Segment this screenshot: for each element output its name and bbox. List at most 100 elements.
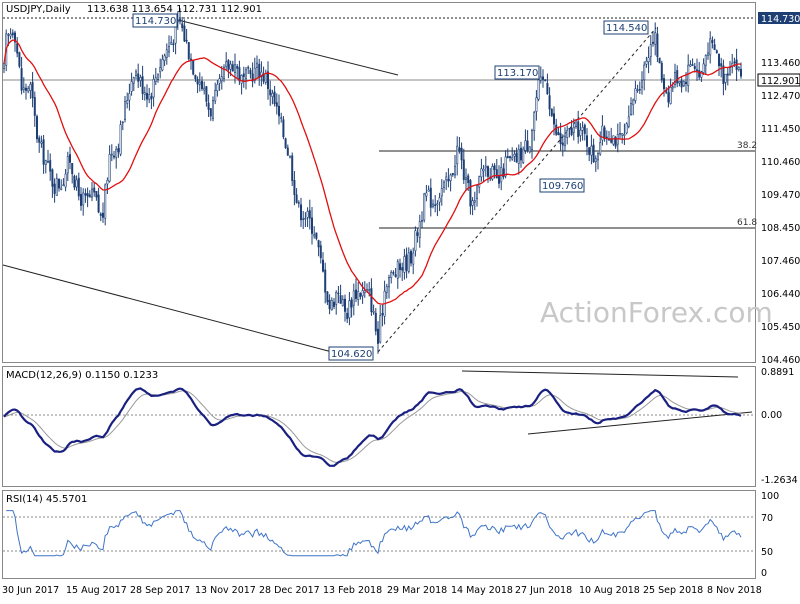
candle-body [104, 184, 107, 219]
candle-body [321, 259, 324, 272]
candle-body [467, 175, 470, 184]
symbol-label: USDJPY,Daily [6, 4, 71, 15]
candle-body [513, 153, 516, 157]
macd-upper-trendline [461, 370, 739, 378]
candle-body [161, 59, 164, 71]
candle-body [354, 289, 357, 299]
candle-body [524, 140, 527, 151]
candle-body [135, 71, 138, 76]
candle-body [291, 155, 294, 181]
candle-body [315, 232, 318, 239]
rsi-axis: 100 70 50 30 0 [761, 491, 779, 579]
candle-body [93, 187, 96, 193]
candle-body [31, 81, 34, 99]
candle-body [16, 43, 19, 54]
annotation-109760: 109.760 [539, 178, 585, 193]
candle-body [409, 250, 412, 264]
candle-body [163, 55, 166, 61]
date-label: 29 Mar 2018 [387, 585, 447, 596]
candle-body [115, 149, 118, 158]
candle-body [73, 175, 76, 188]
rsi-label: 0 [761, 568, 767, 579]
candle-body [183, 25, 186, 42]
candle-body [737, 66, 740, 70]
annotation-text: 104.620 [331, 349, 372, 360]
candle-body [282, 119, 285, 138]
annotation-box [132, 13, 178, 28]
candle-body [592, 144, 595, 163]
candle-body [64, 173, 67, 188]
candle-body [313, 234, 316, 237]
top-level-price-label: 114.730 [761, 14, 800, 25]
price-label: 108.450 [761, 223, 800, 234]
candle-body [583, 124, 586, 134]
candle-body [266, 71, 269, 89]
candle-body [669, 87, 672, 104]
candle-body [687, 64, 690, 86]
candle-body [698, 70, 701, 78]
candle-body [277, 105, 280, 117]
candle-body [49, 160, 52, 172]
candle-body [722, 65, 725, 85]
candle-body [530, 129, 533, 150]
candle-body [519, 147, 522, 161]
candle-body [550, 108, 553, 116]
candle-body [504, 156, 507, 177]
candle-body [293, 180, 296, 195]
annotation-text: 113.170 [497, 68, 538, 79]
candle-body [297, 202, 300, 204]
candles-group [2, 8, 742, 354]
candle-body [689, 64, 692, 67]
candle-body [302, 218, 305, 220]
candle-body [526, 140, 529, 151]
rising-trendline [377, 27, 657, 353]
candle-body [482, 168, 485, 172]
candle-body [381, 313, 384, 316]
candle-body [739, 69, 742, 77]
candle-body [370, 288, 373, 313]
candle-body [418, 221, 421, 238]
price-label: 107.460 [761, 256, 800, 267]
candle-body [539, 76, 542, 81]
date-label: 28 Sep 2017 [130, 585, 190, 596]
channel-upper-line [177, 19, 399, 76]
macd-panel-frame [2, 366, 756, 487]
candle-body [236, 65, 239, 69]
candle-body [271, 92, 274, 97]
date-label: 15 Aug 2017 [66, 585, 127, 596]
candle-body [194, 74, 197, 80]
candle-body [33, 97, 36, 116]
macd-lower-trendline [527, 411, 753, 435]
candle-body [645, 60, 648, 65]
candle-body [154, 77, 157, 82]
candle-body [95, 191, 98, 198]
candle-body [117, 148, 120, 153]
candle-body [27, 88, 30, 92]
candle-body [165, 49, 168, 58]
candle-body [561, 142, 564, 146]
current-price-label: 112.901 [761, 76, 800, 87]
candle-body [304, 217, 307, 220]
annotation-box [603, 20, 649, 35]
candle-body [678, 81, 681, 84]
candle-body [328, 299, 331, 310]
candle-body [497, 175, 500, 184]
annotation-box [539, 178, 585, 193]
candle-body [53, 183, 56, 194]
candle-body [299, 204, 302, 221]
candle-body [124, 101, 127, 120]
date-label: 10 Aug 2018 [579, 585, 640, 596]
candle-body [97, 194, 100, 213]
candle-body [229, 63, 232, 70]
candle-body [170, 42, 173, 45]
candle-body [137, 73, 140, 82]
channel-lower-line [2, 264, 333, 353]
candle-body [398, 263, 401, 271]
candle-body [35, 116, 38, 140]
date-label: 14 May 2018 [451, 585, 513, 596]
ohlc-values: 113.638 113.654 112.731 112.901 [87, 4, 262, 15]
candle-body [324, 269, 327, 293]
candle-body [403, 256, 406, 273]
candle-body [368, 289, 371, 292]
candle-body [80, 193, 83, 206]
